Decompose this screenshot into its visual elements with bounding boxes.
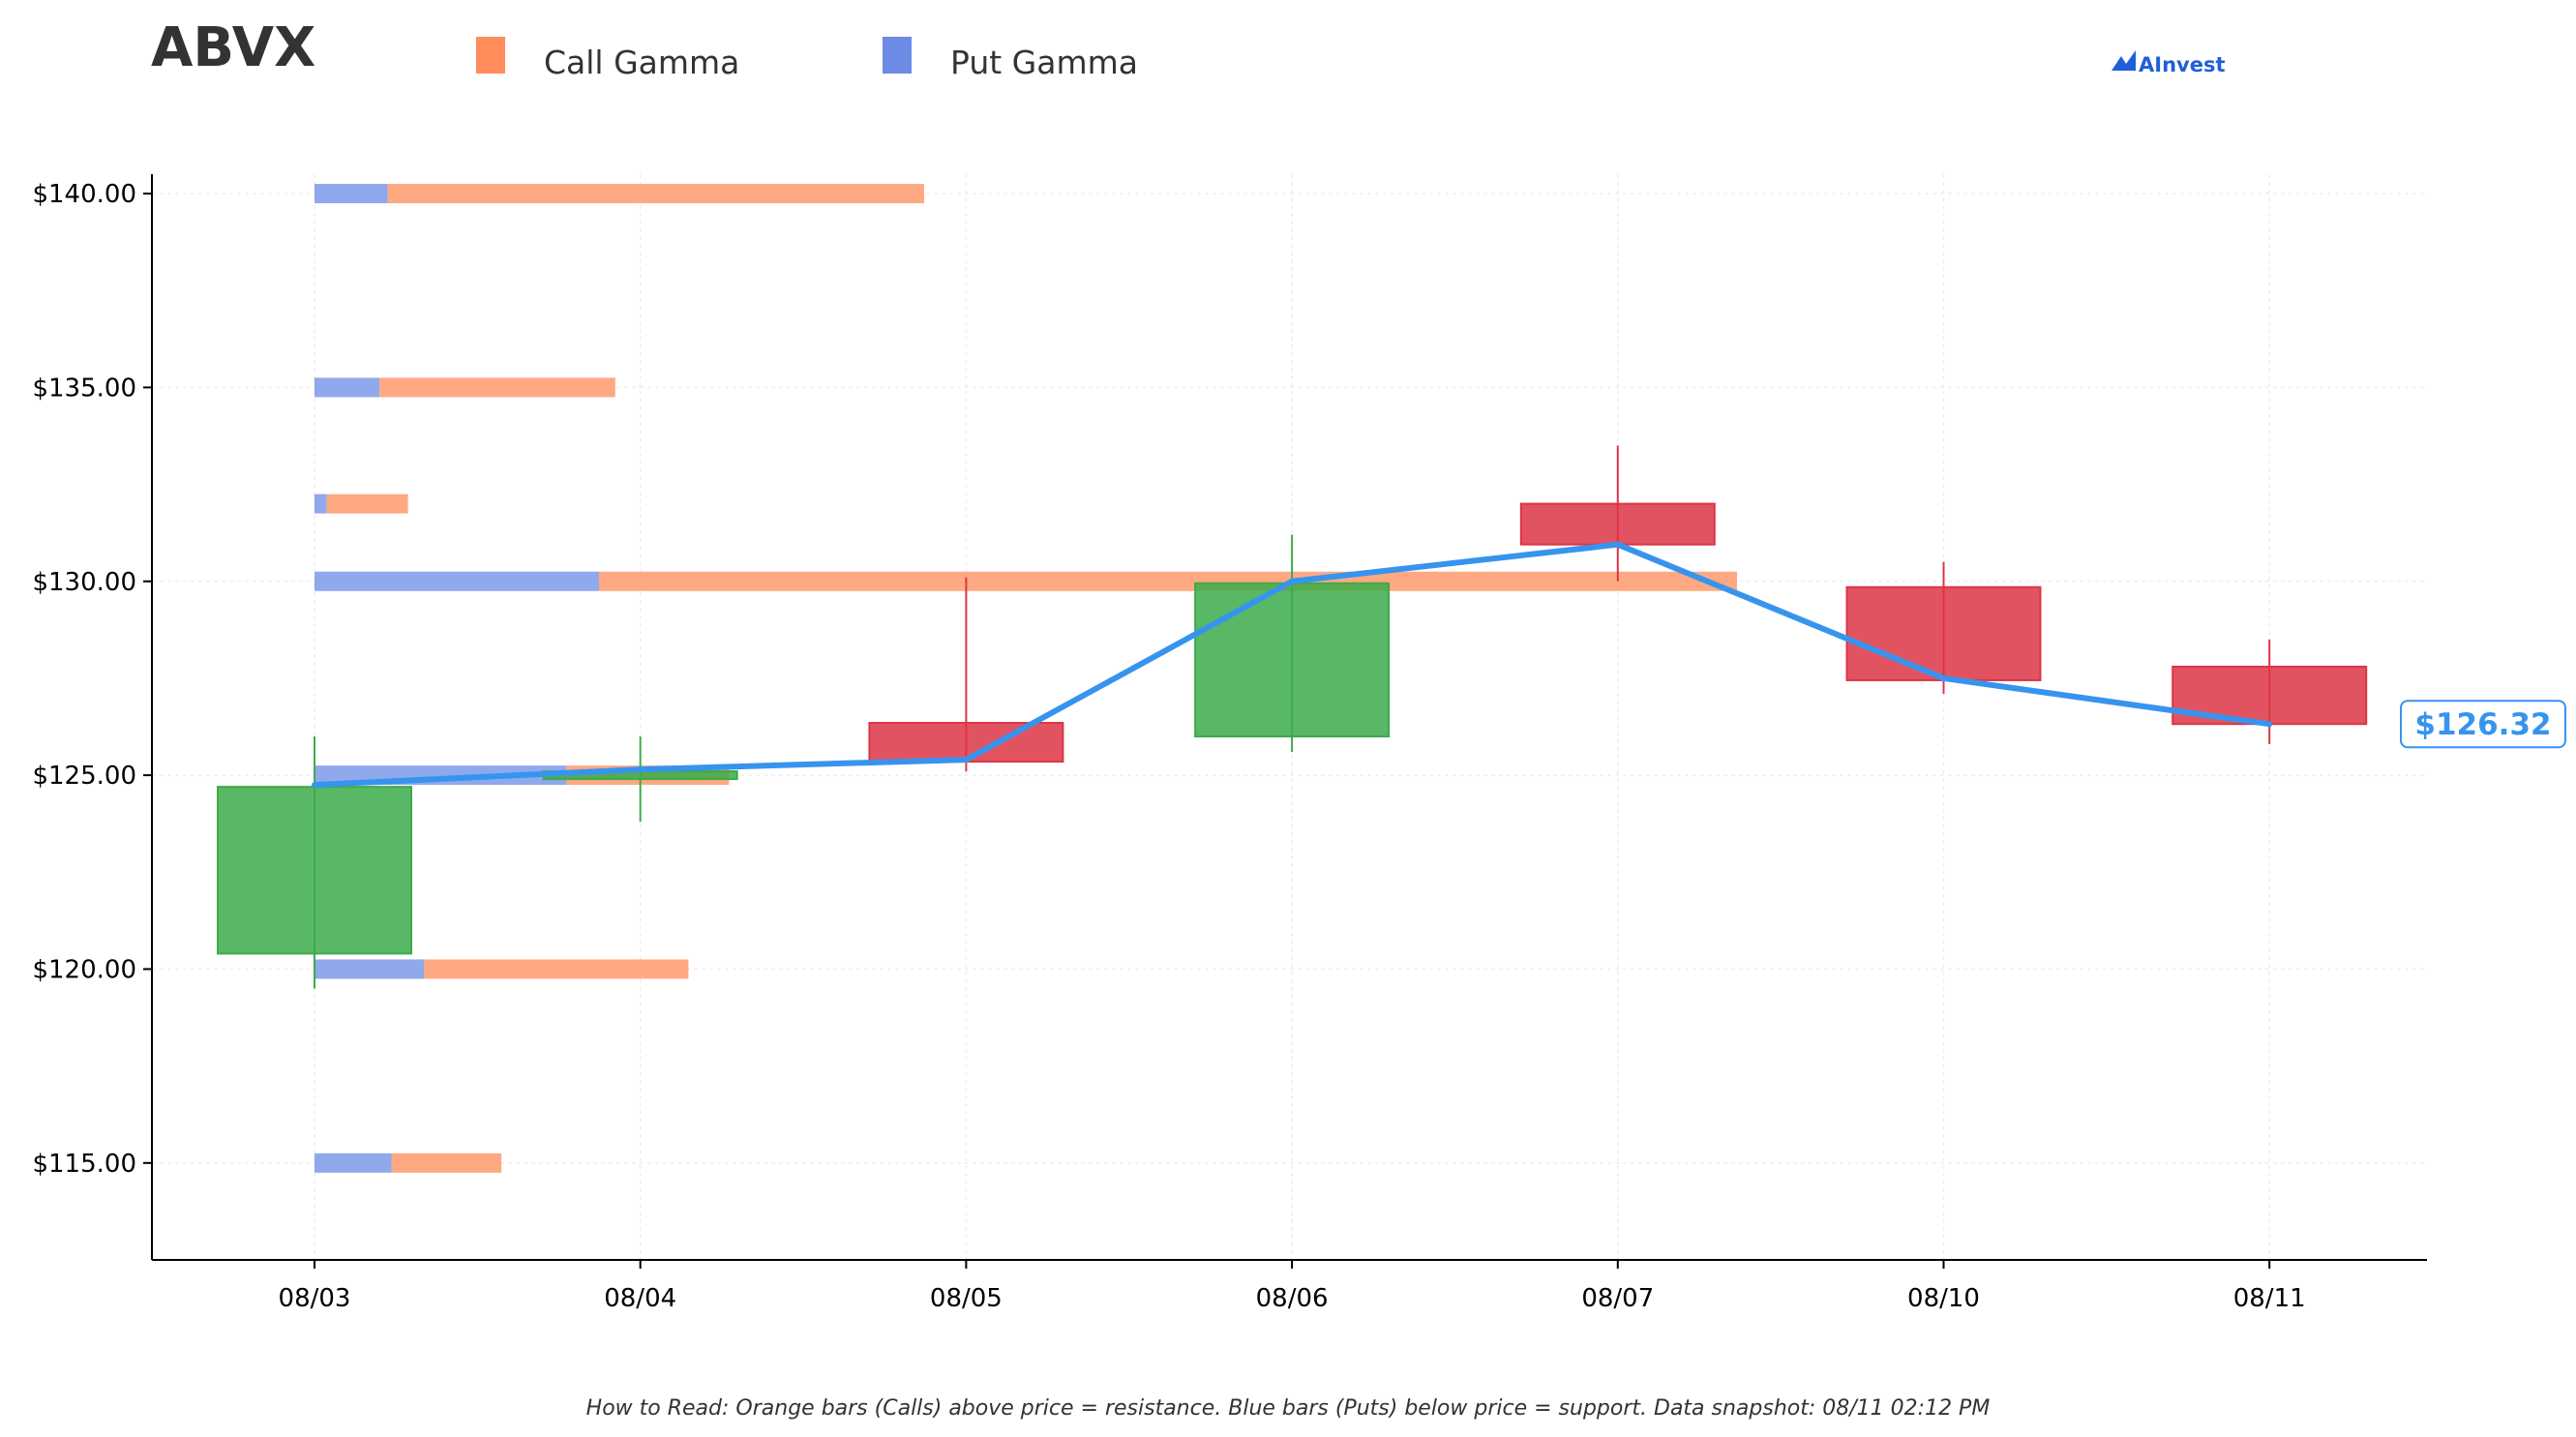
put-gamma-bar [315, 1153, 392, 1173]
x-tick-label: 08/03 [279, 1284, 351, 1313]
y-tick-label: $115.00 [32, 1150, 136, 1179]
brand-name: AInvest [2139, 53, 2226, 76]
brand-logo: AInvest [2112, 50, 2226, 76]
y-tick-label: $140.00 [32, 180, 136, 209]
close-price-line [312, 541, 2273, 789]
put-gamma-bar [315, 377, 380, 398]
candle-body [217, 786, 412, 955]
put-gamma-bar [315, 571, 599, 591]
candle-body [1845, 585, 2042, 681]
last-price-box [2400, 700, 2566, 749]
last-price-label: $126.32 [2400, 700, 2566, 749]
legend-put-label: Put Gamma [950, 44, 1138, 81]
x-tick-label: 08/04 [604, 1284, 676, 1313]
legend-call-swatch [476, 37, 505, 74]
call-gamma-bar [326, 494, 408, 514]
candle-body [1519, 502, 1716, 546]
legend-call-label: Call Gamma [544, 44, 739, 81]
put-gamma-bar [315, 184, 388, 204]
put-gamma-bar [315, 959, 425, 979]
y-tick-label: $120.00 [32, 955, 136, 984]
axes: $115.00 $120.00 $125.00 $130.00 $135.00 $140.… [32, 174, 2427, 1313]
call-gamma-bar [424, 959, 689, 979]
candlesticks [217, 445, 2368, 989]
x-tick-label: 08/05 [930, 1284, 1003, 1313]
call-gamma-bar [599, 571, 1737, 591]
last-price-text: $126.32 [2414, 707, 2551, 742]
call-gamma-bar [387, 184, 925, 204]
y-tick-label: $125.00 [32, 762, 136, 791]
y-tick-label: $130.00 [32, 568, 136, 597]
y-tick-label: $135.00 [32, 374, 136, 403]
gamma-bars [315, 184, 1737, 1173]
footnote: How to Read: Orange bars (Calls) above p… [586, 1396, 1991, 1421]
close-line [312, 541, 2273, 789]
legend-put-swatch [883, 37, 912, 74]
candle-body [868, 722, 1064, 763]
x-tick-label: 08/10 [1907, 1284, 1980, 1313]
call-gamma-bar [379, 377, 615, 398]
brand-chart-icon [2112, 50, 2136, 71]
candle-body [1194, 582, 1391, 738]
put-gamma-bar [315, 494, 327, 514]
chart-title: ABVX [151, 16, 315, 79]
x-tick-label: 08/07 [1581, 1284, 1654, 1313]
x-tick-label: 08/06 [1256, 1284, 1329, 1313]
x-tick-label: 08/11 [2233, 1284, 2306, 1313]
call-gamma-bar [391, 1153, 502, 1173]
